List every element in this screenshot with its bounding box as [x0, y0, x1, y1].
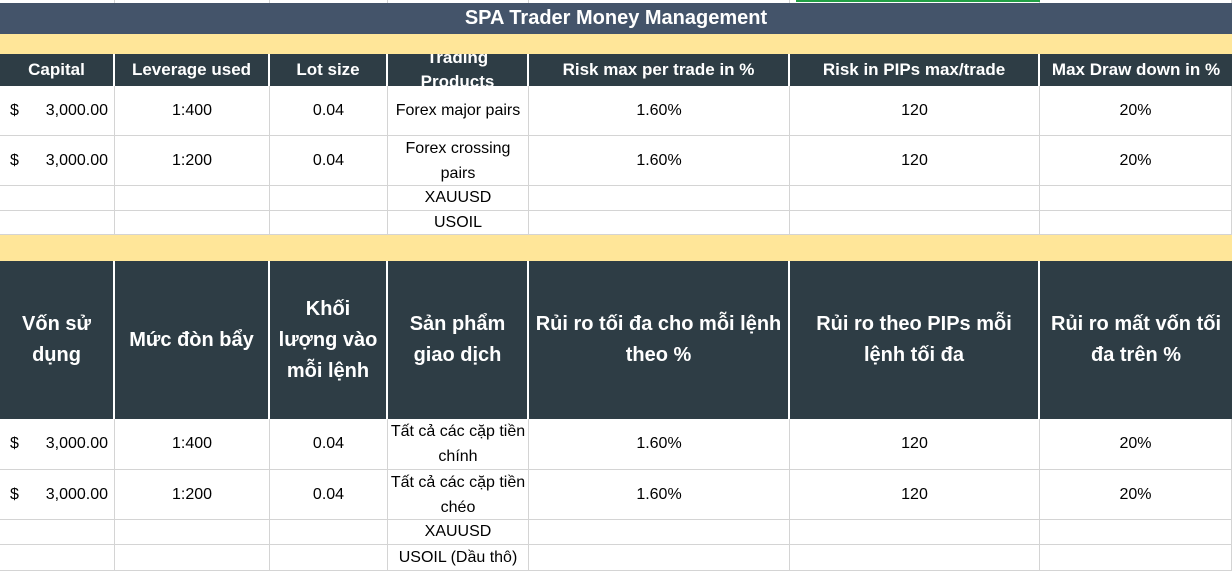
- risk-cell[interactable]: [529, 186, 790, 211]
- currency-symbol: $: [10, 151, 19, 169]
- table-row: XAUUSD: [0, 186, 1232, 211]
- separator-band: [0, 235, 1232, 261]
- lot-cell[interactable]: [270, 211, 388, 235]
- grid-cell[interactable]: [388, 0, 529, 3]
- header-lot-size[interactable]: Lot size: [270, 54, 388, 86]
- header-risk-max[interactable]: Rủi ro tối đa cho mỗi lệnh theo %: [529, 261, 790, 419]
- header-leverage[interactable]: Mức đòn bẩy: [115, 261, 270, 419]
- risk-cell[interactable]: [529, 211, 790, 235]
- leverage-cell[interactable]: 1:400: [115, 419, 270, 470]
- leverage-cell[interactable]: 1:200: [115, 136, 270, 186]
- risk-cell[interactable]: 1.60%: [529, 419, 790, 470]
- risk-cell[interactable]: [529, 545, 790, 571]
- capital-cell[interactable]: [0, 520, 115, 545]
- vietnamese-header-row: Vốn sử dụng Mức đòn bẩy Khối lượng vào m…: [0, 261, 1232, 419]
- drawdown-cell[interactable]: [1040, 186, 1232, 211]
- risk-cell[interactable]: 1.60%: [529, 470, 790, 520]
- lot-cell[interactable]: 0.04: [270, 86, 388, 136]
- pips-cell[interactable]: [790, 186, 1040, 211]
- table-row: $3,000.00 1:400 0.04 Forex major pairs 1…: [0, 86, 1232, 136]
- grid-cell[interactable]: [529, 0, 790, 3]
- capital-cell[interactable]: [0, 545, 115, 571]
- pips-cell[interactable]: [790, 545, 1040, 571]
- table-row: XAUUSD: [0, 520, 1232, 545]
- capital-value: 3,000.00: [45, 101, 108, 119]
- pips-cell[interactable]: [790, 211, 1040, 235]
- product-cell[interactable]: USOIL (Dầu thô): [388, 545, 529, 571]
- grid-cell[interactable]: [270, 0, 388, 3]
- lot-cell[interactable]: [270, 520, 388, 545]
- table-row: $3,000.00 1:200 0.04 Forex crossing pair…: [0, 136, 1232, 186]
- header-risk-pips[interactable]: Risk in PIPs max/trade: [790, 54, 1040, 86]
- grid-cell[interactable]: [0, 0, 115, 3]
- drawdown-cell[interactable]: [1040, 211, 1232, 235]
- risk-cell[interactable]: [529, 520, 790, 545]
- sheet-title[interactable]: SPA Trader Money Management: [0, 3, 1232, 34]
- pips-cell[interactable]: [790, 520, 1040, 545]
- header-drawdown[interactable]: Max Draw down in %: [1040, 54, 1232, 86]
- header-products[interactable]: Sản phẩm giao dịch: [388, 261, 529, 419]
- active-cell-indicator: [796, 0, 1040, 2]
- capital-value: 3,000.00: [45, 435, 108, 452]
- capital-cell[interactable]: $3,000.00: [0, 470, 115, 520]
- separator-band: [0, 34, 1232, 54]
- risk-cell[interactable]: 1.60%: [529, 86, 790, 136]
- product-cell[interactable]: Tất cả các cặp tiền chính: [388, 419, 529, 470]
- capital-value: 3,000.00: [45, 485, 108, 503]
- table-row: $3,000.00 1:400 0.04 Tất cả các cặp tiền…: [0, 419, 1232, 470]
- pips-cell[interactable]: 120: [790, 470, 1040, 520]
- capital-cell[interactable]: $3,000.00: [0, 136, 115, 186]
- lot-cell[interactable]: 0.04: [270, 470, 388, 520]
- header-leverage[interactable]: Leverage used: [115, 54, 270, 86]
- drawdown-cell[interactable]: 20%: [1040, 86, 1232, 136]
- drawdown-cell[interactable]: 20%: [1040, 470, 1232, 520]
- table-row: USOIL: [0, 211, 1232, 235]
- currency-symbol: $: [10, 485, 19, 503]
- lot-cell[interactable]: [270, 545, 388, 571]
- leverage-cell[interactable]: [115, 211, 270, 235]
- header-risk-max[interactable]: Risk max per trade in %: [529, 54, 790, 86]
- product-cell[interactable]: Tất cả các cặp tiền chéo: [388, 470, 529, 520]
- capital-cell[interactable]: $3,000.00: [0, 419, 115, 470]
- product-cell[interactable]: XAUUSD: [388, 186, 529, 211]
- lot-cell[interactable]: 0.04: [270, 136, 388, 186]
- pips-cell[interactable]: 120: [790, 136, 1040, 186]
- lot-cell[interactable]: 0.04: [270, 419, 388, 470]
- pips-cell[interactable]: 120: [790, 86, 1040, 136]
- leverage-cell[interactable]: [115, 186, 270, 211]
- table-row: $3,000.00 1:200 0.04 Tất cả các cặp tiền…: [0, 470, 1232, 520]
- drawdown-cell[interactable]: [1040, 545, 1232, 571]
- header-capital[interactable]: Capital: [0, 54, 115, 86]
- currency-symbol: $: [10, 435, 19, 452]
- leverage-cell[interactable]: [115, 545, 270, 571]
- header-lot-size[interactable]: Khối lượng vào mỗi lệnh: [270, 261, 388, 419]
- capital-cell[interactable]: [0, 211, 115, 235]
- leverage-cell[interactable]: 1:200: [115, 470, 270, 520]
- grid-cell[interactable]: [115, 0, 270, 3]
- pips-cell[interactable]: 120: [790, 419, 1040, 470]
- leverage-cell[interactable]: [115, 520, 270, 545]
- capital-value: 3,000.00: [45, 151, 108, 169]
- table-row: USOIL (Dầu thô): [0, 545, 1232, 571]
- product-cell[interactable]: Forex crossing pairs: [388, 136, 529, 186]
- risk-cell[interactable]: 1.60%: [529, 136, 790, 186]
- drawdown-cell[interactable]: 20%: [1040, 419, 1232, 470]
- drawdown-cell[interactable]: 20%: [1040, 136, 1232, 186]
- header-drawdown[interactable]: Rủi ro mất vốn tối đa trên %: [1040, 261, 1232, 419]
- english-header-row: Capital Leverage used Lot size Trading P…: [0, 54, 1232, 86]
- header-risk-pips[interactable]: Rủi ro theo PIPs mỗi lệnh tối đa: [790, 261, 1040, 419]
- capital-cell[interactable]: $3,000.00: [0, 86, 115, 136]
- product-cell[interactable]: XAUUSD: [388, 520, 529, 545]
- lot-cell[interactable]: [270, 186, 388, 211]
- currency-symbol: $: [10, 101, 19, 119]
- header-products[interactable]: Trading Products: [388, 54, 529, 86]
- capital-cell[interactable]: [0, 186, 115, 211]
- product-cell[interactable]: Forex major pairs: [388, 86, 529, 136]
- leverage-cell[interactable]: 1:400: [115, 86, 270, 136]
- header-capital[interactable]: Vốn sử dụng: [0, 261, 115, 419]
- product-cell[interactable]: USOIL: [388, 211, 529, 235]
- drawdown-cell[interactable]: [1040, 520, 1232, 545]
